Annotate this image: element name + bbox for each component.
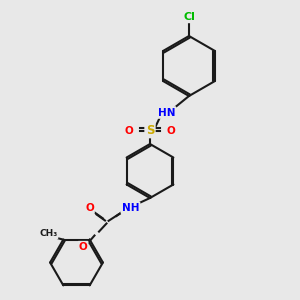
Text: O: O bbox=[167, 125, 176, 136]
Text: NH: NH bbox=[122, 203, 139, 213]
Text: O: O bbox=[85, 203, 94, 213]
Text: S: S bbox=[146, 124, 154, 137]
Text: O: O bbox=[124, 125, 134, 136]
Text: NH: NH bbox=[122, 203, 139, 213]
Text: HN: HN bbox=[158, 107, 175, 118]
Text: HN: HN bbox=[158, 107, 175, 118]
Text: S: S bbox=[146, 124, 154, 137]
Text: Cl: Cl bbox=[183, 12, 195, 22]
Text: CH₃: CH₃ bbox=[39, 229, 57, 238]
Text: O: O bbox=[167, 125, 176, 136]
Text: O: O bbox=[124, 125, 134, 136]
Text: O: O bbox=[79, 242, 88, 252]
